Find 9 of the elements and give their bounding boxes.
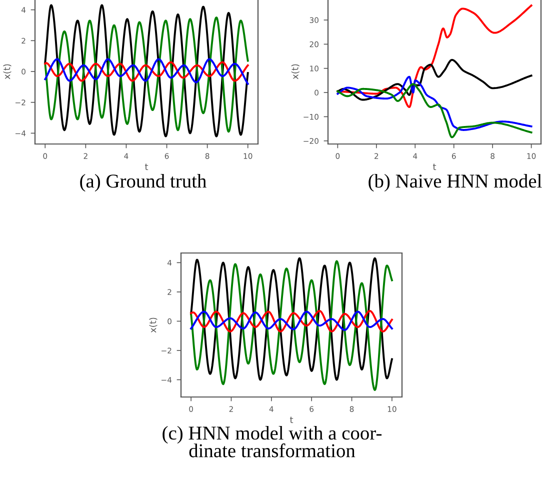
- y-axis-title: x(t): [291, 64, 300, 80]
- text: (a) Ground truth: [80, 174, 206, 192]
- y-axis-title: x(t): [149, 318, 158, 333]
- text: (c) HNN model with a coor- dinate transformation: [162, 426, 382, 458]
- text: (b) Naive HNN model: [368, 174, 542, 192]
- x-axis-title: t: [432, 164, 436, 170]
- x-axis-title: t: [290, 416, 294, 424]
- x-axis-title: t: [144, 164, 148, 170]
- y-axis-title: x(t): [3, 64, 12, 80]
